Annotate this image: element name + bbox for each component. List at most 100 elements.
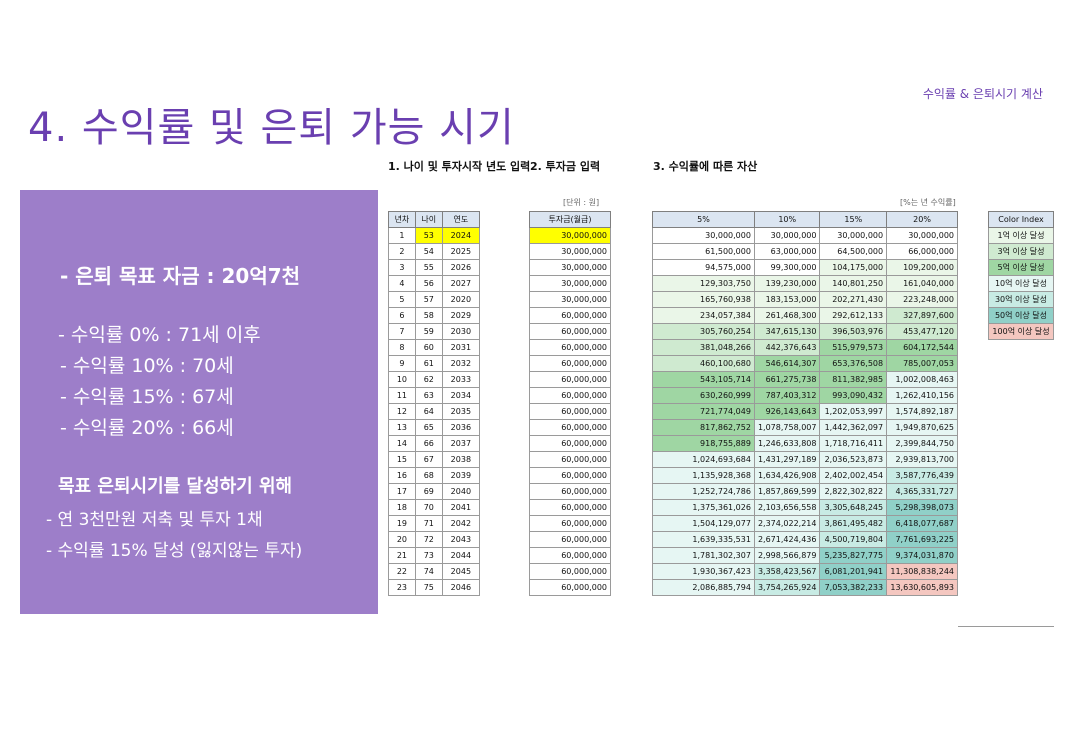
asset-cell: 1,202,053,997 xyxy=(819,403,888,420)
investment-cell: 60,000,000 xyxy=(529,435,611,452)
year-cell: 2035 xyxy=(441,403,481,420)
investment-cell: 60,000,000 xyxy=(529,419,611,436)
header-rate-20: 20% xyxy=(886,211,958,228)
table-row: 14 66 2037 xyxy=(388,435,481,452)
retirement-goal: - 은퇴 목표 자금 : 20억7천 xyxy=(60,264,301,288)
year-cell: 2044 xyxy=(441,547,481,564)
asset-cell: 327,897,600 xyxy=(886,307,958,324)
summary-panel: - 은퇴 목표 자금 : 20억7천 - 수익률 0% : 71세 이후 - 수… xyxy=(20,190,378,614)
table-row: 460,100,680 546,614,307 653,376,508 785,007… xyxy=(652,355,958,372)
asset-cell: 785,007,053 xyxy=(886,355,958,372)
asset-cell: 381,048,266 xyxy=(652,339,755,356)
age-cell: 59 xyxy=(414,323,443,340)
year-cell: 2039 xyxy=(441,467,481,484)
asset-cell: 5,235,827,775 xyxy=(819,547,888,564)
asset-cell: 817,862,752 xyxy=(652,419,755,436)
year-cell: 2029 xyxy=(441,307,481,324)
year-cell: 2025 xyxy=(441,243,481,260)
asset-cell: 1,024,693,684 xyxy=(652,451,755,468)
legend-row: 50억 이상 달성 xyxy=(988,307,1054,324)
year-index-cell: 4 xyxy=(388,275,416,292)
investment-cell: 60,000,000 xyxy=(529,579,611,596)
investment-cell: 30,000,000 xyxy=(529,275,611,292)
table-row: 19 71 2042 xyxy=(388,515,481,532)
asset-cell: 787,403,312 xyxy=(753,387,821,404)
year-cell: 2020 xyxy=(441,291,481,308)
year-index-cell: 6 xyxy=(388,307,416,324)
table-row: 22 74 2045 xyxy=(388,563,481,580)
table-row: 60,000,000 xyxy=(529,307,611,324)
asset-cell: 2,086,885,794 xyxy=(652,579,755,596)
asset-cell: 347,615,130 xyxy=(753,323,821,340)
table-row: 2,086,885,794 3,754,265,924 7,053,382,233 1… xyxy=(652,579,958,596)
asset-cell: 3,587,776,439 xyxy=(886,467,958,484)
year-index-cell: 17 xyxy=(388,483,416,500)
investment-cell: 60,000,000 xyxy=(529,387,611,404)
age-cell: 54 xyxy=(414,243,443,260)
asset-cell: 234,057,384 xyxy=(652,307,755,324)
legend-row: 1억 이상 달성 xyxy=(988,227,1054,244)
asset-cell: 183,153,000 xyxy=(753,291,821,308)
investment-cell: 60,000,000 xyxy=(529,547,611,564)
table-row: 1,252,724,786 1,857,869,599 2,822,302,822 4… xyxy=(652,483,958,500)
asset-cell: 64,500,000 xyxy=(819,243,888,260)
age-cell: 67 xyxy=(414,451,443,468)
year-index-cell: 14 xyxy=(388,435,416,452)
table-row: 60,000,000 xyxy=(529,547,611,564)
table-row: 60,000,000 xyxy=(529,499,611,516)
year-index-cell: 7 xyxy=(388,323,416,340)
table-row: 381,048,266 442,376,643 515,979,573 604,172… xyxy=(652,339,958,356)
asset-cell: 30,000,000 xyxy=(753,227,821,244)
investment-cell: 60,000,000 xyxy=(529,355,611,372)
asset-cell: 926,143,643 xyxy=(753,403,821,420)
step-3-label: 3. 수익률에 따른 자산 xyxy=(653,160,758,173)
asset-cell: 1,504,129,077 xyxy=(652,515,755,532)
age-cell: 66 xyxy=(414,435,443,452)
table-row: 6 58 2029 xyxy=(388,307,481,324)
asset-cell: 104,175,000 xyxy=(819,259,888,276)
table-row: 30,000,000 xyxy=(529,227,611,244)
asset-cell: 1,574,892,187 xyxy=(886,403,958,420)
table-row: 30,000,000 xyxy=(529,259,611,276)
asset-cell: 1,078,758,007 xyxy=(753,419,821,436)
asset-cell: 1,442,362,097 xyxy=(819,419,888,436)
asset-cell: 1,634,426,908 xyxy=(753,467,821,484)
plan-line-2: - 수익률 15% 달성 (잃지않는 투자) xyxy=(46,541,303,561)
table-row: 4 56 2027 xyxy=(388,275,481,292)
asset-cell: 165,760,938 xyxy=(652,291,755,308)
asset-cell: 94,575,000 xyxy=(652,259,755,276)
year-cell: 2038 xyxy=(441,451,481,468)
year-cell: 2031 xyxy=(441,339,481,356)
year-cell: 2037 xyxy=(441,435,481,452)
legend-row: 100억 이상 달성 xyxy=(988,323,1054,340)
asset-cell: 9,374,031,870 xyxy=(886,547,958,564)
header-rate-15: 15% xyxy=(819,211,888,228)
age-cell: 61 xyxy=(414,355,443,372)
header-investment: 투자금(월급) xyxy=(529,211,611,228)
asset-cell: 6,081,201,941 xyxy=(819,563,888,580)
table-row: 721,774,049 926,143,643 1,202,053,997 1,574… xyxy=(652,403,958,420)
asset-cell: 261,468,300 xyxy=(753,307,821,324)
asset-cell: 1,639,335,531 xyxy=(652,531,755,548)
investment-cell: 60,000,000 xyxy=(529,499,611,516)
asset-cell: 66,000,000 xyxy=(886,243,958,260)
header-rate-5: 5% xyxy=(652,211,755,228)
years-table: 년차 나이 연도 1 53 2024 2 54 2025 3 55 2026 4 56 2027 5 57… xyxy=(388,211,481,596)
year-index-cell: 18 xyxy=(388,499,416,516)
asset-cell: 2,939,813,700 xyxy=(886,451,958,468)
year-index-cell: 1 xyxy=(388,227,416,244)
page-title: 4. 수익률 및 은퇴 가능 시기 xyxy=(28,105,515,151)
table-row: 60,000,000 xyxy=(529,467,611,484)
table-row: 2 54 2025 xyxy=(388,243,481,260)
table-row: 30,000,000 xyxy=(529,291,611,308)
rate-line-20: - 수익률 20% : 66세 xyxy=(60,417,234,439)
asset-cell: 13,630,605,893 xyxy=(886,579,958,596)
legend-item: 30억 이상 달성 xyxy=(988,291,1054,308)
asset-cell: 30,000,000 xyxy=(886,227,958,244)
year-index-cell: 8 xyxy=(388,339,416,356)
asset-cell: 7,053,382,233 xyxy=(819,579,888,596)
asset-cell: 139,230,000 xyxy=(753,275,821,292)
table-row: 1,504,129,077 2,374,022,214 3,861,495,482 6… xyxy=(652,515,958,532)
year-cell: 2034 xyxy=(441,387,481,404)
year-cell: 2042 xyxy=(441,515,481,532)
